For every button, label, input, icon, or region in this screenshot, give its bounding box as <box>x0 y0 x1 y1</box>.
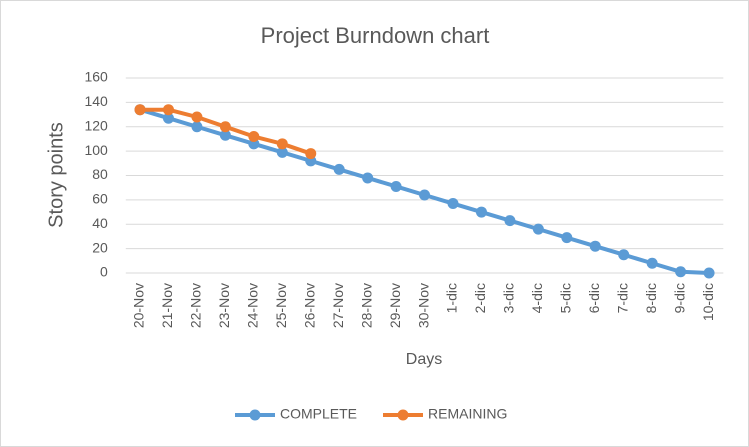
data-point <box>305 148 317 160</box>
data-point <box>447 198 459 210</box>
data-point <box>703 267 715 279</box>
x-tick-label: 24-Nov <box>245 283 261 328</box>
y-tick-label: 80 <box>92 166 108 182</box>
x-tick-label: 29-Nov <box>387 283 403 328</box>
data-point <box>362 172 374 184</box>
data-point <box>191 111 203 123</box>
data-point <box>191 121 203 133</box>
x-tick-label: 2-dic <box>472 283 488 313</box>
x-tick-label: 22-Nov <box>188 283 204 328</box>
x-tick-label: 8-dic <box>643 283 659 313</box>
data-point <box>618 249 630 261</box>
x-tick-label: 4-dic <box>529 283 545 313</box>
y-tick-label: 120 <box>84 117 108 133</box>
y-tick-label: 140 <box>84 93 108 109</box>
y-tick-label: 40 <box>92 215 108 231</box>
legend-label: COMPLETE <box>280 406 357 422</box>
data-point <box>675 266 687 278</box>
legend-label: REMAINING <box>428 406 507 422</box>
x-tick-label: 1-dic <box>444 283 460 313</box>
y-tick-label: 60 <box>92 191 108 207</box>
x-tick-label: 9-dic <box>671 283 687 313</box>
x-tick-label: 21-Nov <box>159 283 175 328</box>
x-tick-label: 3-dic <box>501 283 517 313</box>
y-tick-label: 100 <box>84 142 108 158</box>
data-point <box>504 215 516 227</box>
data-point <box>219 129 231 141</box>
x-tick-label: 7-dic <box>614 283 630 313</box>
x-tick-label: 30-Nov <box>415 283 431 328</box>
data-point <box>419 189 431 201</box>
legend-marker <box>249 409 261 421</box>
data-point <box>333 163 345 175</box>
x-tick-label: 28-Nov <box>358 283 374 328</box>
data-point <box>276 146 288 158</box>
x-tick-label: 6-dic <box>586 283 602 313</box>
x-tick-label: 27-Nov <box>330 283 346 328</box>
x-tick-label: 26-Nov <box>301 283 317 328</box>
y-tick-label: 20 <box>92 239 108 255</box>
data-point <box>390 180 402 192</box>
y-tick-label: 160 <box>84 69 108 85</box>
x-tick-label: 23-Nov <box>216 283 232 328</box>
y-tick-label: 0 <box>100 264 108 280</box>
x-tick-label: 10-dic <box>700 283 716 321</box>
y-axis-label: Story points <box>45 122 67 228</box>
data-point <box>646 257 658 269</box>
chart-title: Project Burndown chart <box>261 23 490 48</box>
data-point <box>561 232 573 244</box>
x-tick-label: 5-dic <box>558 283 574 313</box>
data-point <box>475 206 487 218</box>
data-point <box>276 138 288 150</box>
data-point <box>219 121 231 133</box>
data-point <box>162 112 174 124</box>
data-point <box>162 104 174 116</box>
x-axis-label: Days <box>406 351 442 368</box>
x-tick-label: 25-Nov <box>273 283 289 328</box>
data-point <box>248 131 260 142</box>
legend-marker <box>397 409 409 421</box>
x-tick-label: 20-Nov <box>131 283 147 328</box>
data-point <box>589 240 601 252</box>
data-point <box>134 104 146 116</box>
data-point <box>532 223 544 235</box>
